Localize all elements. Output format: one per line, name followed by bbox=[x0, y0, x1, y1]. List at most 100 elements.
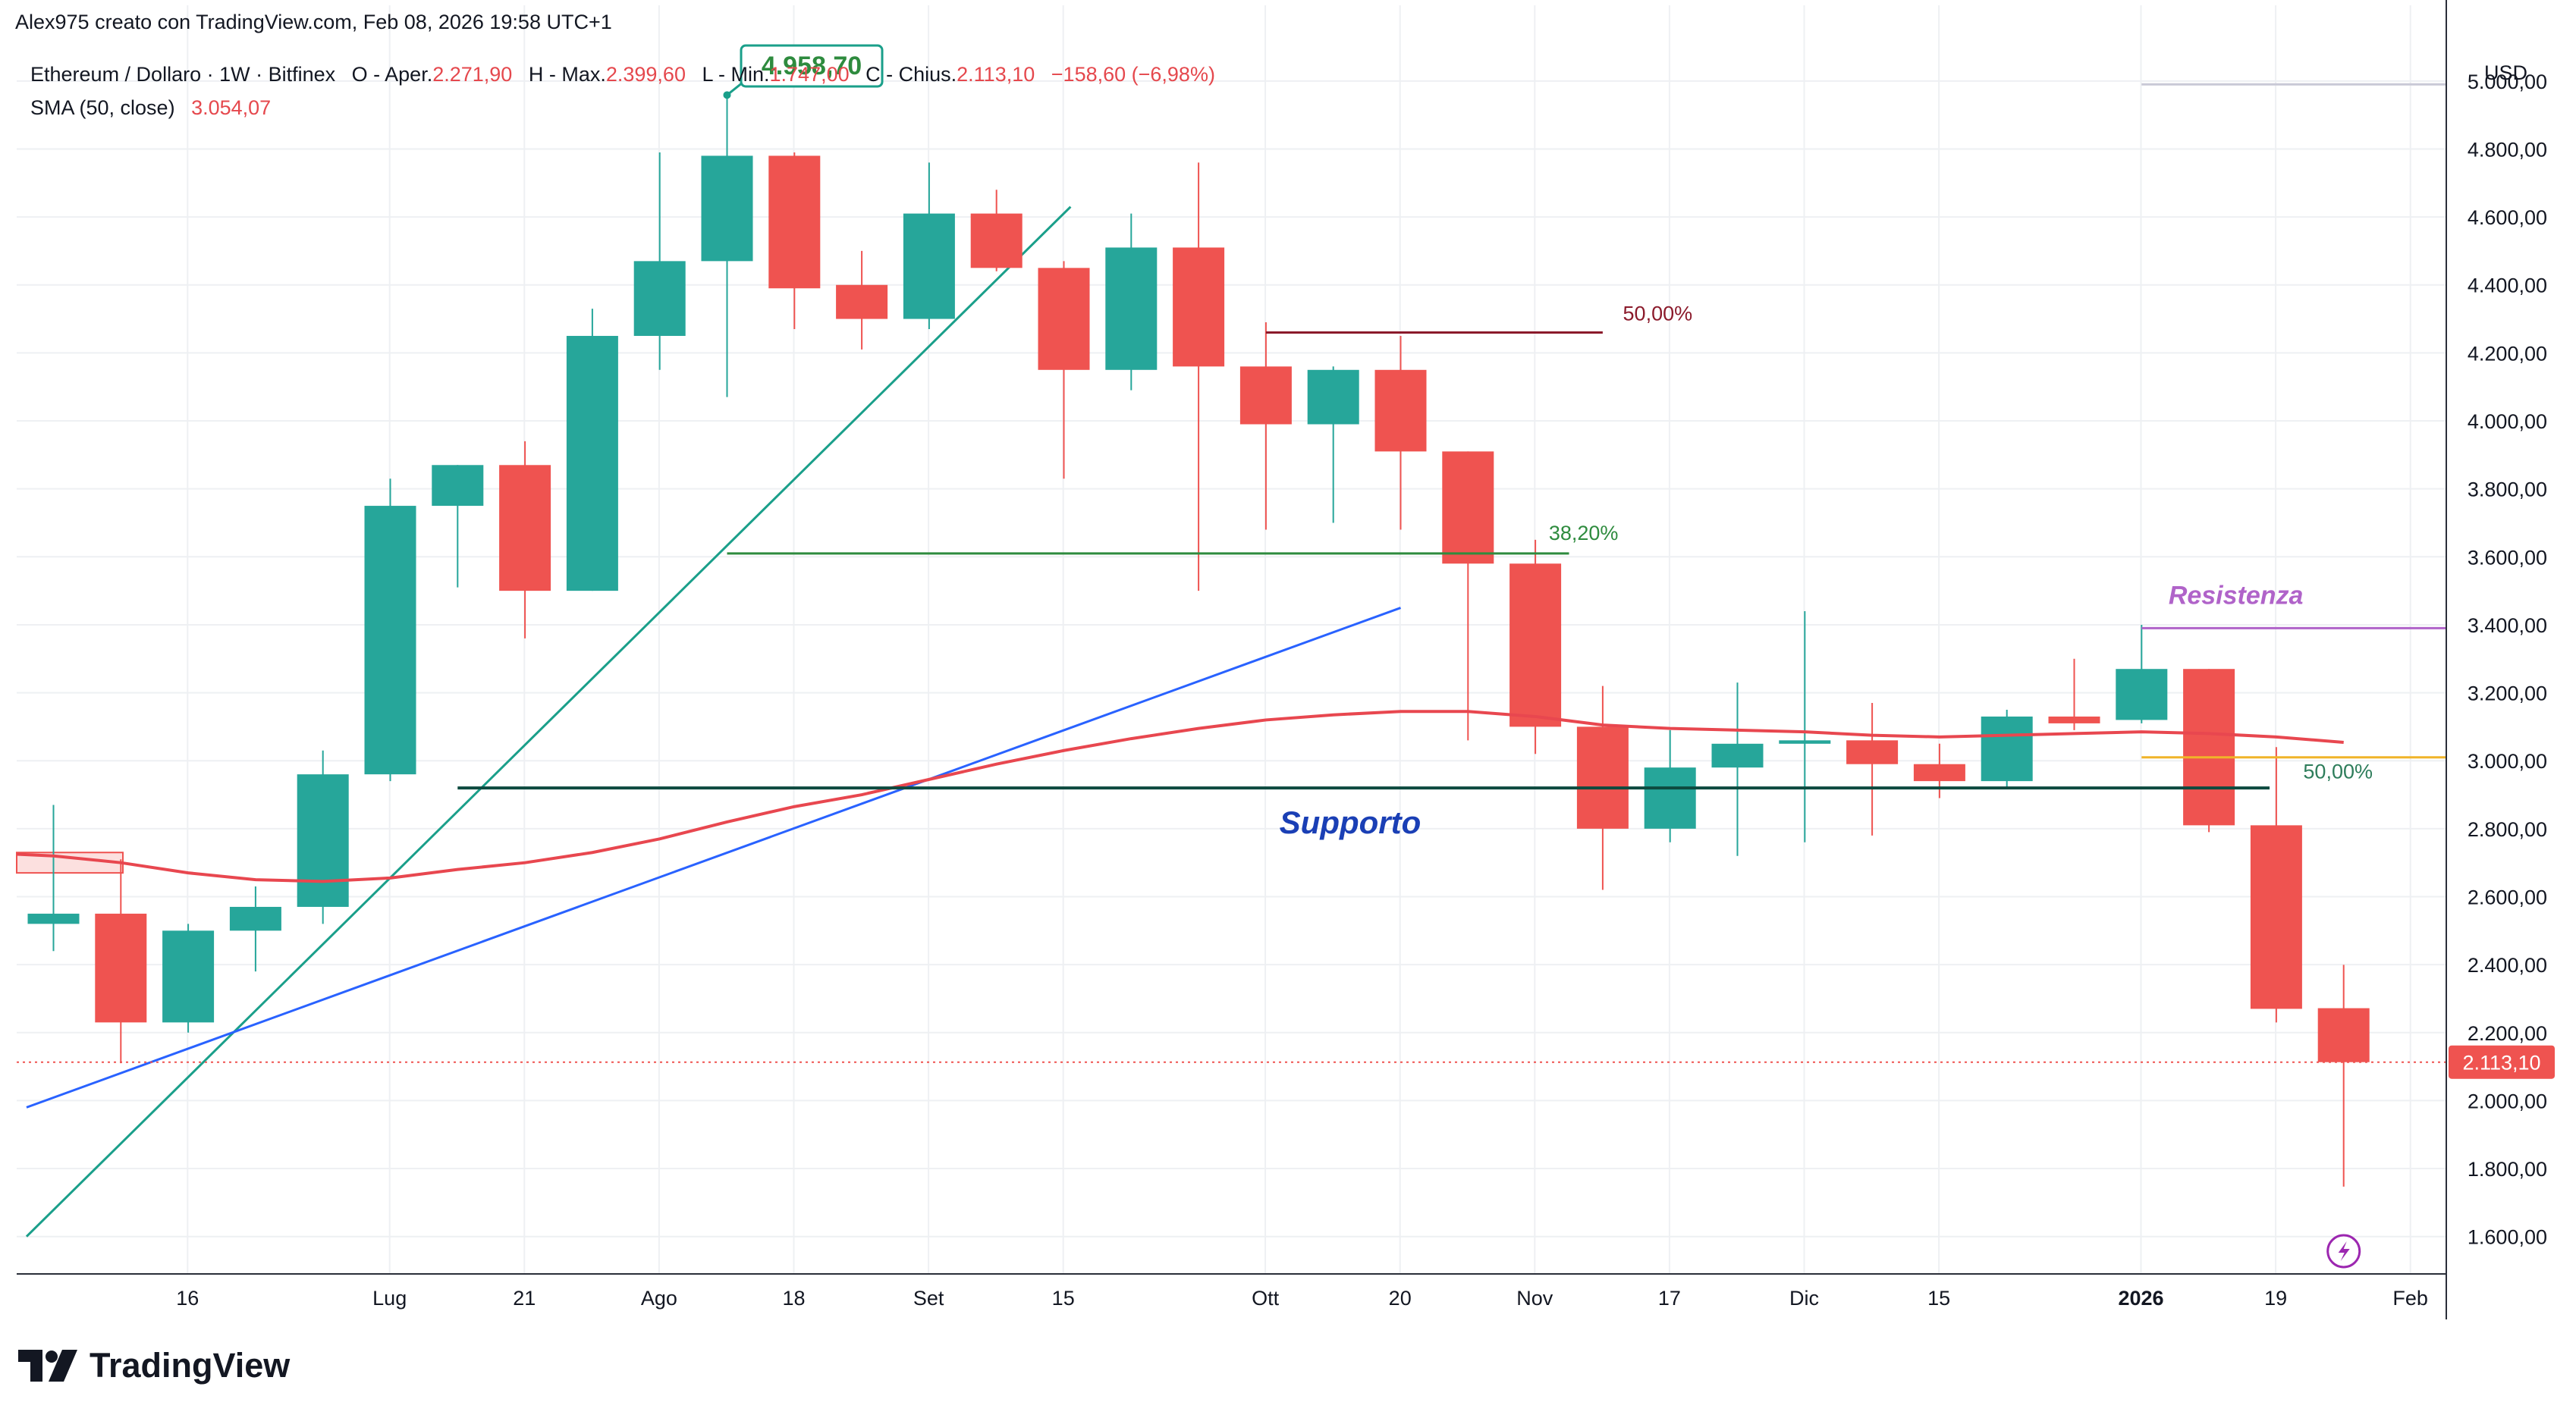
legend-symbol[interactable]: Ethereum / Dollaro · 1W · Bitfinex bbox=[30, 63, 336, 86]
time-tick-label: 2026 bbox=[2118, 1287, 2163, 1310]
candle-body bbox=[701, 155, 753, 262]
price-tick-label: 5.000,00 bbox=[2468, 71, 2547, 93]
time-tick-label: 15 bbox=[1927, 1287, 1950, 1310]
legend-low-label: L - Min. bbox=[702, 63, 770, 86]
chart-credit: Alex975 creato con TradingView.com, Feb … bbox=[15, 11, 612, 33]
time-tick-label: Ago bbox=[641, 1287, 677, 1310]
price-tick-label: 4.000,00 bbox=[2468, 410, 2547, 433]
fib-500-top-label: 50,00% bbox=[1623, 302, 1693, 325]
candle-body bbox=[2183, 669, 2235, 826]
candle-body bbox=[432, 465, 484, 507]
high-callout-box bbox=[740, 44, 884, 88]
candle bbox=[1846, 703, 1899, 836]
candle bbox=[499, 441, 551, 638]
candle bbox=[1105, 213, 1158, 391]
candle bbox=[432, 465, 484, 588]
candles bbox=[27, 95, 2370, 1187]
candle-body bbox=[1981, 716, 2033, 782]
candle-body bbox=[1038, 268, 1090, 370]
candle-body bbox=[1239, 366, 1292, 425]
candle bbox=[1307, 366, 1359, 523]
legend-ohlc-row: Ethereum / Dollaro · 1W · Bitfinex O - A… bbox=[30, 58, 1215, 91]
candle bbox=[1038, 261, 1090, 479]
candle bbox=[1644, 729, 1696, 842]
candle-body bbox=[1644, 767, 1696, 829]
candle bbox=[1711, 682, 1764, 856]
time-tick-label: 18 bbox=[782, 1287, 805, 1310]
drawings-front: 50,00% 38,20% 50,00% Supporto Resistenza 4.95… bbox=[17, 44, 2446, 1269]
time-tick-label: 21 bbox=[513, 1287, 536, 1310]
time-tick-label: Feb bbox=[2392, 1287, 2428, 1310]
price-tick-label: 4.600,00 bbox=[2468, 206, 2547, 229]
candle-body bbox=[1442, 451, 1494, 564]
candle bbox=[2183, 669, 2235, 833]
price-tick-label: 3.000,00 bbox=[2468, 750, 2547, 773]
candle bbox=[2048, 658, 2100, 730]
candle-body bbox=[95, 913, 147, 1023]
candle bbox=[1374, 335, 1427, 530]
candle bbox=[95, 859, 147, 1064]
candle-body bbox=[229, 906, 281, 931]
candle bbox=[701, 95, 753, 397]
candle bbox=[1442, 451, 1494, 741]
candle-body bbox=[836, 284, 888, 319]
sma-line bbox=[16, 710, 2344, 883]
candle-body bbox=[499, 465, 551, 591]
candle bbox=[2250, 747, 2302, 1023]
price-tick-label: 2.200,00 bbox=[2468, 1022, 2547, 1045]
lightning-bolt bbox=[2338, 1241, 2350, 1261]
candle bbox=[1913, 743, 1965, 798]
legend-sma-value: 3.054,07 bbox=[191, 96, 272, 119]
candle-body bbox=[2317, 1008, 2370, 1062]
tradingview-logo[interactable]: TradingView bbox=[18, 1346, 290, 1385]
candle bbox=[1779, 611, 1831, 842]
price-tick-label: 3.600,00 bbox=[2468, 546, 2547, 569]
legend-open-value: 2.271,90 bbox=[432, 63, 513, 86]
candle-body bbox=[1576, 726, 1629, 829]
price-tick-label: 2.800,00 bbox=[2468, 818, 2547, 841]
candle bbox=[1239, 322, 1292, 530]
candle-body bbox=[1307, 369, 1359, 425]
candle bbox=[162, 924, 215, 1033]
candle bbox=[566, 309, 618, 591]
candle bbox=[633, 152, 686, 370]
last-price-badge-label: 2.113,10 bbox=[2462, 1052, 2540, 1074]
candle-body bbox=[364, 506, 416, 775]
candle-body bbox=[1509, 563, 1562, 727]
candle bbox=[1576, 685, 1629, 890]
price-tick-label: 2.600,00 bbox=[2468, 886, 2547, 908]
candle bbox=[768, 152, 821, 330]
time-tick-label: Lug bbox=[372, 1287, 407, 1310]
legend-close-value: 2.113,10 bbox=[957, 63, 1035, 86]
legend-sma-row[interactable]: SMA (50, close) 3.054,07 bbox=[30, 91, 1215, 124]
fib-382-label: 38,20% bbox=[1549, 522, 1619, 544]
candle bbox=[1509, 539, 1562, 754]
currency-label: USD bbox=[2484, 61, 2527, 84]
candle-body bbox=[27, 913, 80, 924]
time-tick-label: 17 bbox=[1658, 1287, 1681, 1310]
teal-trendline bbox=[25, 205, 1072, 1238]
candle bbox=[1173, 162, 1225, 591]
candle-body bbox=[2250, 825, 2302, 1009]
legend-change: −158,60 (−6,98%) bbox=[1051, 63, 1215, 86]
candle-body bbox=[297, 774, 349, 907]
candle-body bbox=[970, 213, 1023, 268]
candle-body bbox=[2116, 669, 2168, 720]
support-label: Supporto bbox=[1280, 805, 1422, 840]
candle-body bbox=[162, 930, 215, 1023]
price-tick-label: 1.600,00 bbox=[2468, 1226, 2547, 1249]
candle bbox=[903, 162, 955, 330]
price-tick-label: 3.800,00 bbox=[2468, 478, 2547, 501]
legend-high-value: 2.399,60 bbox=[605, 63, 686, 86]
time-tick-label: 20 bbox=[1389, 1287, 1412, 1310]
candle-body bbox=[1374, 369, 1427, 452]
legend-high-label: H - Max. bbox=[528, 63, 606, 86]
candle bbox=[1981, 709, 2033, 789]
candle-body bbox=[1779, 740, 1831, 744]
candle-body bbox=[1711, 743, 1764, 768]
candle bbox=[970, 190, 1023, 271]
time-tick-label: 19 bbox=[2264, 1287, 2287, 1310]
candle-body bbox=[1913, 764, 1965, 782]
sma-layer bbox=[16, 710, 2344, 883]
